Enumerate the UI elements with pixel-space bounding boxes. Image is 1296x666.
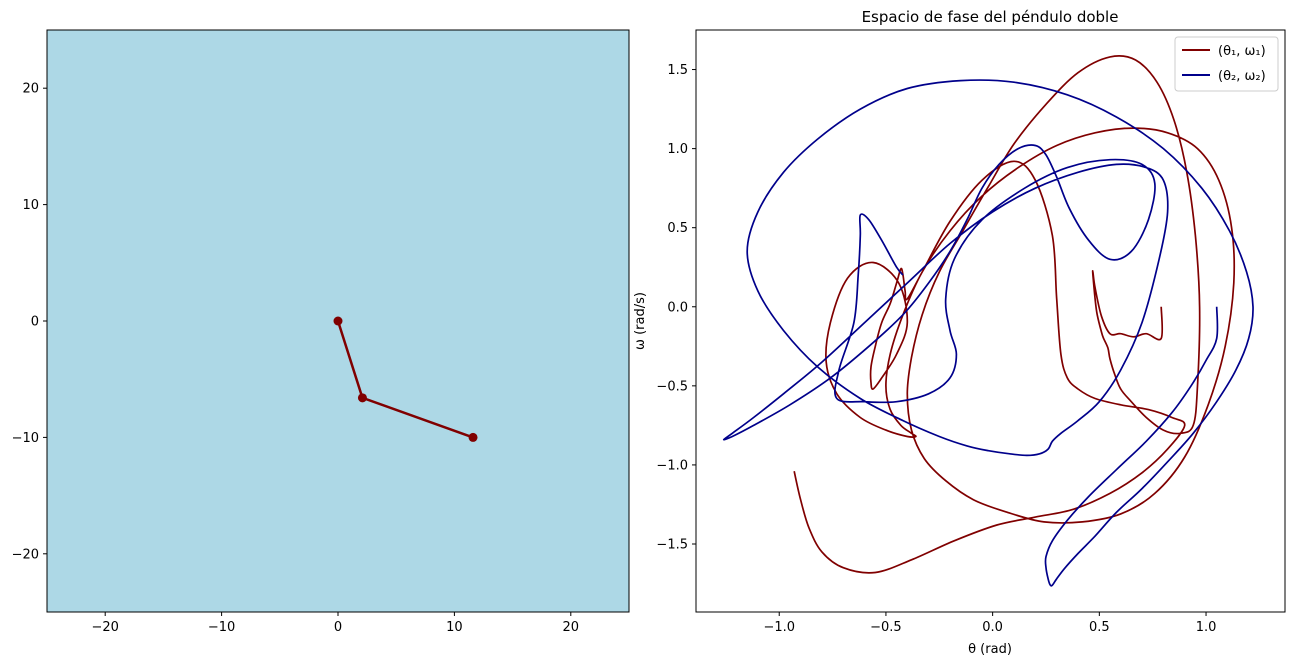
phase-y-tick-label: −1.0 xyxy=(656,458,688,473)
pendulum-x-ticks: −20 −10 0 10 20 xyxy=(91,612,579,635)
phase-plot-frame xyxy=(695,29,1286,613)
phase-y-tick-label: −0.5 xyxy=(656,379,688,394)
phase-y-axis-label: ω (rad/s) xyxy=(633,292,648,350)
phase-space-panel: Espacio de fase del péndulo doble −1.0 −0… xyxy=(633,8,1286,657)
pendulum-x-tick-label: 0 xyxy=(334,620,342,635)
legend-label-series-2: (θ₂, ω₂) xyxy=(1218,69,1266,84)
phase-legend: (θ₁, ω₁) (θ₂, ω₂) xyxy=(1174,36,1279,92)
pendulum-x-tick-label: −10 xyxy=(208,620,235,635)
pendulum-y-tick-label: 10 xyxy=(22,198,39,213)
phase-y-tick-label: 0.0 xyxy=(667,300,688,315)
pendulum-y-tick-label: 20 xyxy=(22,82,39,97)
phase-series-lines xyxy=(722,55,1254,587)
phase-x-tick-label: 0.5 xyxy=(1089,620,1110,635)
phase-x-tick-label: 0.0 xyxy=(982,620,1003,635)
phase-chart-title: Espacio de fase del péndulo doble xyxy=(862,8,1119,26)
phase-series-2-line xyxy=(722,79,1254,587)
legend-label-series-1: (θ₁, ω₁) xyxy=(1218,44,1266,59)
pendulum-joint-point xyxy=(468,432,478,442)
pendulum-plot-frame xyxy=(46,29,630,613)
pendulum-y-ticks: −20 −10 0 10 20 xyxy=(12,82,47,562)
phase-x-tick-label: 1.0 xyxy=(1196,620,1217,635)
pendulum-x-tick-label: 10 xyxy=(446,620,463,635)
phase-y-tick-label: 1.5 xyxy=(667,63,688,78)
phase-y-tick-label: 0.5 xyxy=(667,221,688,236)
phase-x-tick-label: −0.5 xyxy=(870,620,902,635)
phase-x-tick-label: −1.0 xyxy=(763,620,795,635)
phase-series-1-line xyxy=(793,55,1236,574)
pendulum-y-tick-label: −20 xyxy=(12,547,39,562)
pendulum-y-tick-label: 0 xyxy=(31,315,39,330)
pendulum-joint-point xyxy=(333,316,343,326)
pendulum-arms xyxy=(333,316,478,442)
pendulum-y-tick-label: −10 xyxy=(12,431,39,446)
phase-y-tick-label: 1.0 xyxy=(667,142,688,157)
phase-y-ticks: −1.5 −1.0 −0.5 0.0 0.5 1.0 1.5 xyxy=(656,63,696,552)
pendulum-x-tick-label: 20 xyxy=(563,620,580,635)
phase-x-axis-label: θ (rad) xyxy=(968,642,1012,657)
pendulum-x-tick-label: −20 xyxy=(91,620,118,635)
phase-y-tick-label: −1.5 xyxy=(656,537,688,552)
phase-x-ticks: −1.0 −0.5 0.0 0.5 1.0 xyxy=(763,612,1216,635)
pendulum-panel: −20 −10 0 10 20 −20 −10 0 10 20 xyxy=(12,29,630,635)
pendulum-joint-point xyxy=(357,393,367,403)
